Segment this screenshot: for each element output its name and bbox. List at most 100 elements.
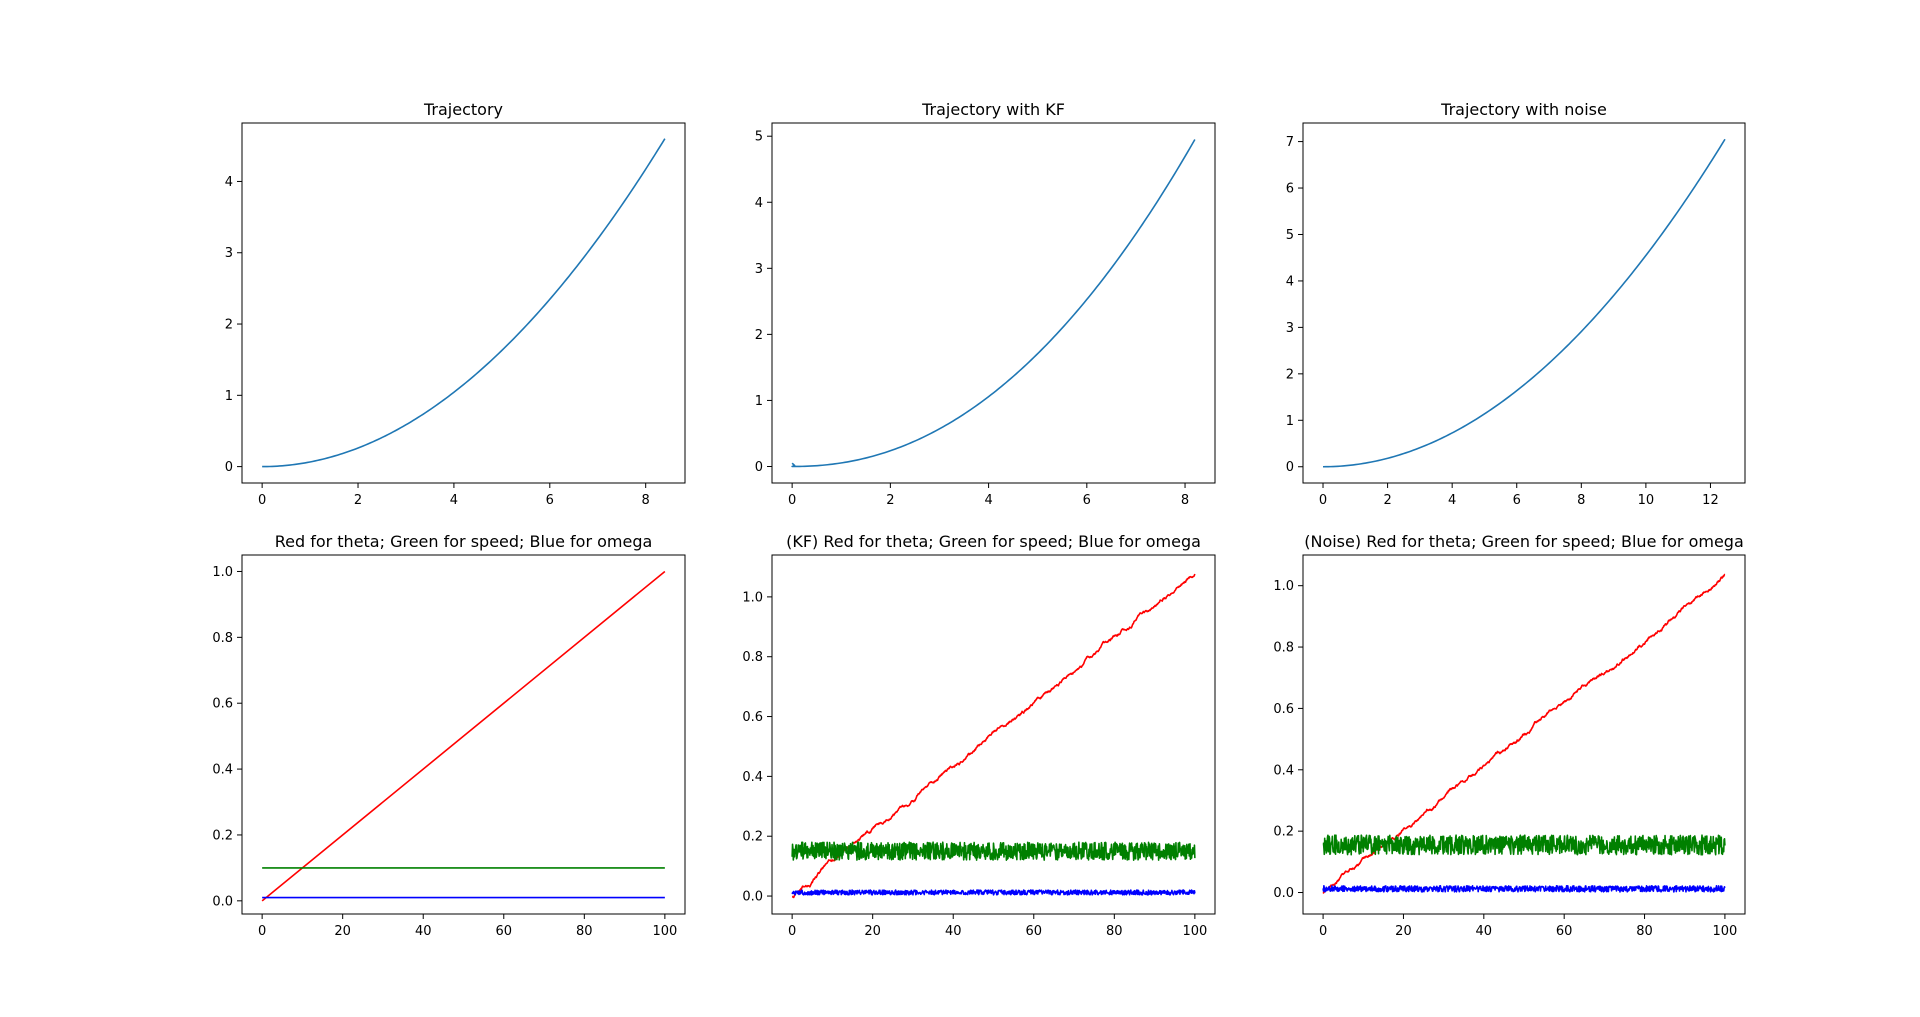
- y-tick-label: 2: [1286, 367, 1294, 382]
- series-line-1: [261, 570, 666, 902]
- series-line-1: [791, 139, 1196, 468]
- x-tick-label: 10: [1638, 493, 1655, 508]
- y-tick-label: 0.8: [1273, 641, 1294, 656]
- y-tick-label: 0.6: [212, 697, 233, 712]
- series-line-1: [791, 573, 1196, 899]
- axes-frame: [1302, 554, 1746, 915]
- y-tick-label: 6: [1286, 182, 1294, 197]
- series-line-2: [791, 841, 1196, 861]
- y-tick-label: 4: [225, 175, 233, 190]
- x-tick-label: 0: [788, 493, 796, 508]
- x-tick-label: 80: [576, 924, 593, 939]
- x-tick-label: 0: [258, 493, 266, 508]
- x-tick-label: 60: [1556, 924, 1573, 939]
- chart-title: Trajectory with noise: [1440, 100, 1607, 119]
- chart-title: Red for theta; Green for speed; Blue for…: [275, 532, 653, 551]
- chart-title: (KF) Red for theta; Green for speed; Blu…: [786, 532, 1201, 551]
- y-tick-label: 3: [225, 246, 233, 261]
- x-tick-label: 8: [1577, 493, 1585, 508]
- y-tick-label: 0.0: [1273, 886, 1294, 901]
- y-tick-label: 0.0: [742, 890, 763, 905]
- y-tick-label: 5: [755, 130, 763, 145]
- axes-frame: [241, 122, 686, 484]
- y-tick-label: 0.8: [742, 650, 763, 665]
- x-tick-label: 6: [1083, 493, 1091, 508]
- y-tick-label: 2: [225, 318, 233, 333]
- series-line-2: [1322, 834, 1726, 856]
- x-tick-label: 60: [1025, 924, 1042, 939]
- y-tick-label: 0.6: [742, 710, 763, 725]
- x-tick-label: 60: [495, 924, 512, 939]
- y-tick-label: 0.8: [212, 631, 233, 646]
- subplot-1: 0 2 4 6 8 0 1 2 3 4 Trajectory: [225, 100, 686, 508]
- y-tick-label: 5: [1286, 228, 1294, 243]
- x-tick-label: 20: [864, 924, 881, 939]
- chart-title: (Noise) Red for theta; Green for speed; …: [1304, 532, 1744, 551]
- y-tick-label: 1: [755, 394, 763, 409]
- x-tick-label: 6: [1513, 493, 1521, 508]
- x-tick-label: 0: [258, 924, 266, 939]
- subplot-6: 0 20 40 60 80 100 0.0 0.2 0.4 0.6 0.8 1.0 (Noise) Re…: [1273, 532, 1746, 939]
- subplot-5: 0 20 40 60 80 100 0.0 0.2 0.4 0.6 0.8 1.0 (KF) Red f…: [742, 532, 1216, 939]
- y-tick-label: 0.6: [1273, 702, 1294, 717]
- x-tick-label: 8: [642, 493, 650, 508]
- subplot-4: 0 20 40 60 80 100 0.0 0.2 0.4 0.6 0.8 1.0 Red for th…: [212, 532, 686, 939]
- x-tick-label: 40: [945, 924, 962, 939]
- series-line-1: [262, 138, 666, 468]
- axes-frame: [771, 554, 1216, 915]
- axes-frame: [241, 554, 686, 915]
- y-tick-label: 1.0: [212, 565, 233, 580]
- y-tick-label: 0.0: [212, 894, 233, 909]
- axes-frame: [771, 122, 1216, 484]
- x-tick-label: 8: [1181, 493, 1189, 508]
- x-tick-label: 100: [652, 924, 677, 939]
- x-tick-label: 6: [546, 493, 554, 508]
- y-tick-label: 1.0: [1273, 579, 1294, 594]
- x-tick-label: 40: [415, 924, 432, 939]
- y-tick-label: 0.4: [212, 763, 233, 778]
- x-tick-label: 12: [1702, 493, 1719, 508]
- x-tick-label: 2: [886, 493, 894, 508]
- x-tick-label: 20: [334, 924, 351, 939]
- x-tick-label: 80: [1106, 924, 1123, 939]
- x-tick-label: 4: [984, 493, 992, 508]
- series-line-1: [1323, 138, 1726, 468]
- subplot-2: 0 2 4 6 8 0 1 2 3 4 5 Trajectory with KF: [755, 100, 1216, 508]
- y-tick-label: 1: [225, 389, 233, 404]
- y-tick-label: 0: [225, 460, 233, 475]
- y-tick-label: 1: [1286, 414, 1294, 429]
- y-tick-label: 0: [755, 460, 763, 475]
- y-tick-label: 0.4: [1273, 763, 1294, 778]
- axes-frame: [1302, 122, 1746, 484]
- x-tick-label: 0: [788, 924, 796, 939]
- y-tick-label: 0.2: [212, 828, 233, 843]
- y-tick-label: 0: [1286, 460, 1294, 475]
- y-tick-label: 0.4: [742, 770, 763, 785]
- y-tick-label: 4: [755, 196, 763, 211]
- series-line-3: [791, 889, 1196, 896]
- chart-title: Trajectory with KF: [921, 100, 1065, 119]
- y-tick-label: 7: [1286, 135, 1294, 150]
- x-tick-label: 80: [1636, 924, 1653, 939]
- x-tick-label: 0: [1319, 924, 1327, 939]
- x-tick-label: 20: [1395, 924, 1412, 939]
- x-tick-label: 0: [1319, 493, 1327, 508]
- y-tick-label: 2: [755, 328, 763, 343]
- x-tick-label: 4: [1448, 493, 1456, 508]
- x-tick-label: 2: [1383, 493, 1391, 508]
- x-tick-label: 40: [1476, 924, 1493, 939]
- y-tick-label: 4: [1286, 274, 1294, 289]
- chart-title: Trajectory: [423, 100, 503, 119]
- y-tick-label: 3: [1286, 321, 1294, 336]
- y-tick-label: 3: [755, 262, 763, 277]
- y-tick-label: 0.2: [742, 830, 763, 845]
- x-tick-label: 100: [1712, 924, 1737, 939]
- x-tick-label: 2: [354, 493, 362, 508]
- series-line-3: [1322, 884, 1726, 893]
- y-tick-label: 1.0: [742, 590, 763, 605]
- x-tick-label: 4: [450, 493, 458, 508]
- x-tick-label: 100: [1182, 924, 1207, 939]
- y-tick-label: 0.2: [1273, 825, 1294, 840]
